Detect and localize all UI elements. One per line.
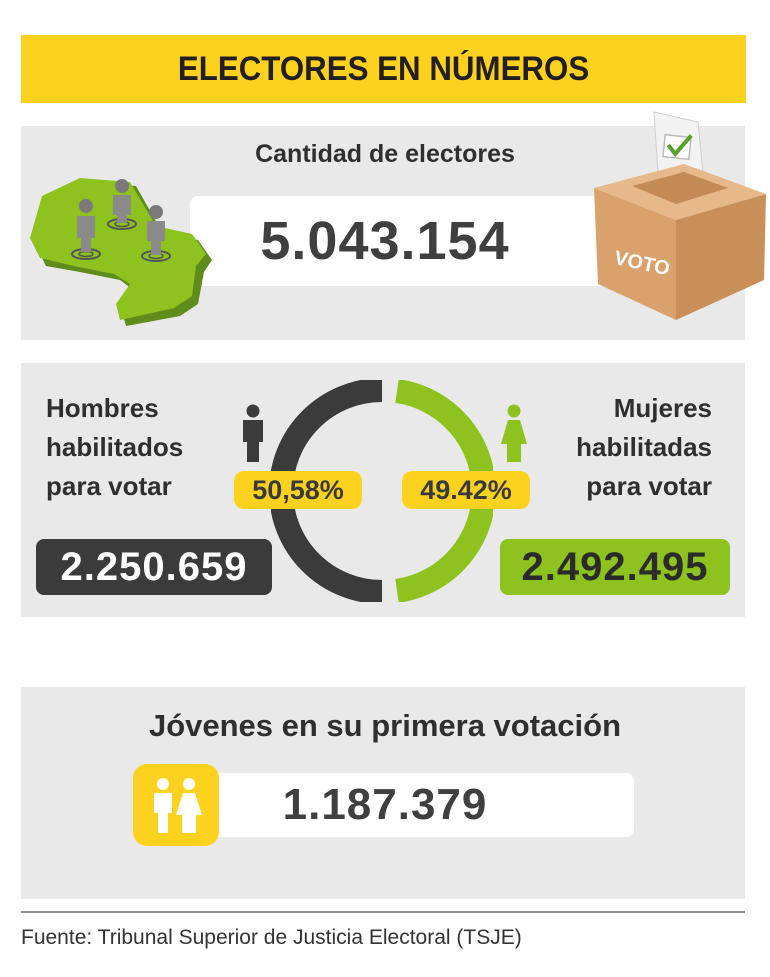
men-count: 2.250.659: [36, 539, 272, 595]
women-count: 2.492.495: [500, 539, 730, 595]
young-people-icon: [154, 778, 202, 833]
man-icon: [243, 404, 263, 462]
youth-label: Jóvenes en su primera votación: [148, 708, 622, 743]
total-electors-value: 5.043.154: [260, 211, 510, 271]
women-percent-badge: 49.42%: [402, 471, 530, 509]
people-on-map-icon: [71, 179, 171, 262]
woman-icon: [501, 404, 527, 462]
page-title: ELECTORES EN NÚMEROS: [177, 49, 590, 88]
ballot-box-icon: VOTO: [594, 111, 766, 320]
youth-icon-box: [133, 764, 219, 846]
women-label: Mujeres habilitadas para votar: [576, 393, 712, 501]
men-label: Hombres habilitados para votar: [46, 393, 184, 501]
paraguay-map-icon: [30, 178, 212, 326]
source-note: Fuente: Tribunal Superior de Justicia El…: [21, 926, 522, 949]
total-electors-label: Cantidad de electores: [255, 140, 515, 168]
men-percent-badge: 50,58%: [234, 471, 362, 509]
youth-value: 1.187.379: [282, 780, 488, 829]
youth-bar: [200, 773, 634, 837]
footer-divider: [21, 911, 745, 913]
total-electors-bar: [190, 196, 610, 286]
title-banner: ELECTORES EN NÚMEROS: [21, 35, 746, 103]
